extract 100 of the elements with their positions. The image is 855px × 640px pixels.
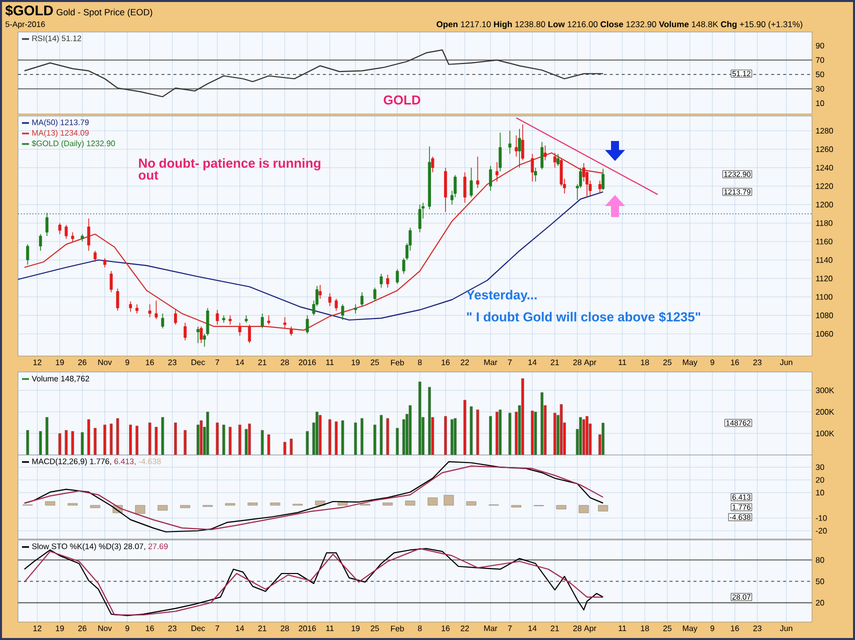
bar [602, 422, 604, 455]
y-tick-label: 1180 [816, 220, 832, 226]
candlestick [161, 313, 164, 329]
legend-label: MACD(12,26,9) 1.776, [32, 458, 111, 466]
candlestick [476, 156, 480, 188]
x-tick-label: 9 [125, 626, 130, 632]
x-tick-label: 7 [508, 360, 512, 366]
x-tick-label: 25 [370, 360, 379, 366]
x-tick-label: 23 [753, 360, 762, 366]
bar [534, 412, 537, 455]
y-tick-label: 1220 [816, 183, 834, 189]
y-tick-label: 200K [816, 409, 834, 415]
x-tick-label: 21 [258, 626, 266, 632]
y-tick-label: 20 [816, 477, 824, 483]
legend-label: $GOLD (Daily) 1232.90 [32, 140, 115, 148]
x-tick-label: 22 [460, 626, 469, 632]
candlestick [489, 165, 492, 192]
y-tick-label: 1200 [816, 202, 834, 208]
bar [560, 404, 563, 455]
bar [579, 417, 582, 455]
candlestick [380, 273, 383, 288]
candlestick [129, 301, 132, 312]
candlestick [553, 152, 556, 168]
candlestick [110, 270, 113, 293]
bar [553, 412, 556, 455]
bar [136, 426, 138, 455]
x-tick-label: 21 [258, 360, 266, 366]
x-tick-label: 26 [78, 360, 86, 366]
candlestick [184, 322, 187, 341]
x-tick-label: 18 [641, 626, 649, 632]
x-tick-label: 23 [168, 626, 176, 632]
y-tick-label: 1060 [816, 331, 834, 337]
bar [408, 405, 412, 455]
bar [184, 430, 187, 455]
y-tick-label: 1280 [816, 128, 834, 134]
bar [135, 505, 146, 514]
y-tick-label: 30 [816, 86, 824, 92]
candlestick [598, 180, 602, 194]
x-tick-label: 12 [33, 626, 42, 632]
candlestick [94, 250, 97, 262]
bar [598, 505, 608, 512]
bar [200, 420, 203, 455]
bar [90, 505, 100, 508]
bar [470, 406, 473, 455]
candlestick [58, 222, 62, 235]
x-tick-label: 11 [618, 360, 626, 366]
x-tick-label: 14 [236, 360, 244, 366]
x-tick-label: 8 [418, 626, 422, 632]
x-tick-label: 16 [731, 360, 739, 366]
x-tick-label: Mar [484, 360, 498, 366]
x-tick-label: 19 [56, 626, 64, 632]
x-tick-label: 2016 [298, 626, 316, 632]
x-tick-label: 9 [125, 360, 130, 366]
candlestick [148, 304, 152, 318]
candlestick [200, 326, 203, 344]
x-tick-label: Apr [584, 360, 596, 367]
candlestick [530, 153, 534, 182]
y-tick-label: 20 [816, 600, 824, 606]
candlestick [216, 309, 219, 326]
legend-label: Volume 148,762 [32, 376, 90, 382]
y-tick-label: 1160 [816, 238, 832, 244]
chart-title: $GOLD [5, 4, 53, 16]
candlestick [248, 324, 251, 344]
bar [444, 495, 454, 506]
bar [540, 392, 544, 455]
bar [498, 410, 502, 455]
x-tick-label: 28 [280, 360, 289, 366]
bar [248, 424, 251, 455]
bar [39, 431, 42, 455]
bar [110, 424, 113, 455]
candlestick [238, 322, 242, 336]
x-tick-label: 22 [460, 360, 469, 366]
y-tick-label: 10 [816, 100, 824, 106]
legend-label: MA(13) 1234.09 [32, 130, 89, 138]
x-tick-label: 16 [442, 626, 450, 632]
x-tick-label: 14 [528, 360, 537, 366]
candlestick [495, 162, 498, 182]
y-tick-label: 1240 [816, 164, 834, 171]
text: 27.69 [148, 543, 168, 550]
x-tick-label: 21 [550, 360, 559, 366]
candlestick [360, 292, 364, 307]
bar [238, 424, 242, 455]
annotation: Yesterday... [466, 290, 537, 302]
bar [466, 501, 476, 506]
candlestick [431, 156, 434, 173]
candlestick [396, 268, 399, 284]
bar [556, 505, 566, 510]
bar [578, 505, 589, 514]
candlestick [514, 134, 518, 158]
x-tick-label: 9 [710, 360, 714, 366]
x-tick-label: Feb [391, 626, 404, 632]
candlestick [518, 128, 521, 168]
x-tick-label: 16 [146, 626, 154, 632]
y-tick-label: 1140 [816, 257, 832, 263]
y-tick-label: 50 [816, 578, 824, 584]
bar [382, 502, 393, 506]
bar [103, 424, 106, 455]
y-tick-label: 1120 [816, 276, 832, 282]
bar [154, 426, 158, 455]
x-tick-label: 2016 [298, 360, 316, 366]
